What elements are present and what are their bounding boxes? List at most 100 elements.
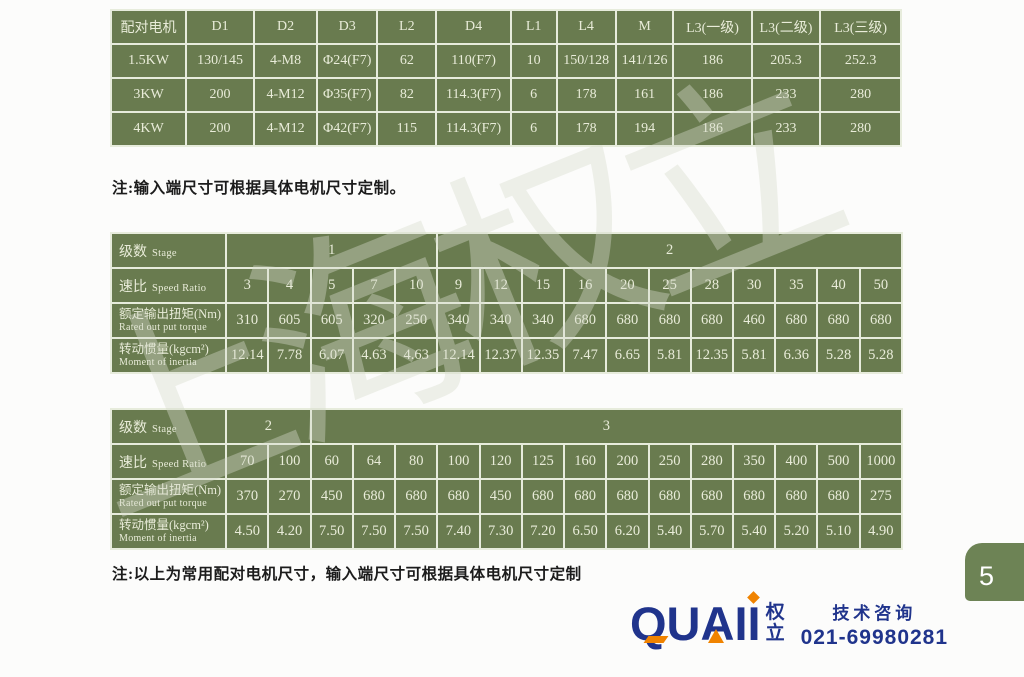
table-cell: 7.30 [478,513,523,550]
table-cell: 100 [267,443,312,480]
table-cell: 252.3 [819,43,902,79]
table-cell: 4 [267,267,312,304]
table-cell: 186 [672,111,753,147]
table-row: 转动惯量(kgcm²) Moment of inertia 12.14 7.78 6.0… [109,337,904,374]
table-cell: 4KW [109,111,188,147]
table-cell: 350 [731,443,777,480]
table-cell: 250 [394,302,439,339]
table-cell: 7 [351,267,397,304]
table-cell: 370 [225,478,270,515]
page-number: 5 [978,560,995,591]
table-cell: 680 [436,478,481,515]
table-cell: 6.50 [563,513,608,550]
table-cell: 30 [731,267,777,304]
table-cell: 680 [816,302,861,339]
table-cell: 178 [555,77,617,113]
table-cell: 680 [563,478,608,515]
table-cell: 5.28 [816,337,861,374]
table-cell: L2 [376,9,438,45]
table-cell: 680 [520,478,566,515]
table-cell: 160 [563,443,608,480]
table-cell: 125 [520,443,566,480]
table-cell: 186 [672,43,753,79]
table-cell: 194 [614,111,675,147]
table-cell: 680 [647,302,692,339]
table-cell: 62 [376,43,438,79]
table-cell: D1 [185,9,255,45]
table-cell: D2 [252,9,319,45]
table-cell: 12.14 [225,337,270,374]
table-cell: 680 [774,302,819,339]
table-cell: 6.65 [605,337,650,374]
table-cell: 10 [509,43,558,79]
table-cell: 6 [509,111,558,147]
table-cell: 340 [520,302,566,339]
table-row: 级数 Stage 2 3 [109,408,904,445]
table-cell: 1 [225,232,439,269]
table-cell: 4.20 [267,513,312,550]
table-cell: 340 [436,302,481,339]
company-logo: QUAII 权 立 技术咨询 021-69980281 [630,591,949,656]
table-cell: 340 [478,302,523,339]
table-cell: 5.70 [689,513,734,550]
table-cell: 4.63 [351,337,397,374]
contact-phone: 021-69980281 [800,625,949,649]
table-cell: 200 [185,77,255,113]
logo-brand-chinese: 权 立 [765,602,785,644]
speed-ratio-table-stage-1-2: 级数 Stage 1 2 速比 Speed Ratio 3 4 5 7 10 9 12 15 16 20 25 2… [109,232,904,374]
table-cell: 28 [689,267,734,304]
table-cell: 12.14 [436,337,481,374]
table-cell: 5.40 [647,513,692,550]
table-cell: 60 [309,443,354,480]
table-cell: 680 [394,478,439,515]
table-cell: 6.07 [309,337,354,374]
table-cell: 6.36 [774,337,819,374]
table-cell: 2 [225,408,312,445]
table-cell: 5 [309,267,354,304]
table-cell: 5.10 [816,513,861,550]
table-cell: 1.5KW [109,43,188,79]
table-cell: 233 [750,77,822,113]
table-cell: 270 [267,478,312,515]
table-cell: 680 [689,478,734,515]
row-label-cell: 转动惯量(kgcm²) Moment of inertia [109,513,228,550]
table-cell: 114.3(F7) [435,77,512,113]
table-cell: 25 [647,267,692,304]
table-cell: 186 [672,77,753,113]
table-cell: 250 [647,443,692,480]
table-cell: 5.81 [731,337,777,374]
table-cell: 5.28 [858,337,904,374]
table-cell: 4.63 [394,337,439,374]
table-cell: 115 [376,111,438,147]
table-row: 3KW 200 4-M12 Φ35(F7) 82 114.3(F7) 6 178 161 186 2… [109,77,902,113]
table-cell: Φ42(F7) [316,111,379,147]
table-row: 额定输出扭矩(Nm) Rated out put torque 370 270 450 6… [109,478,904,515]
table-cell: L3(三级) [819,9,902,45]
table-cell: 150/128 [555,43,617,79]
table-row: 额定输出扭矩(Nm) Rated out put torque 310 605 605 3… [109,302,904,339]
page-number-badge: 5 [965,543,1024,601]
motor-dimension-table: 配对电机 D1 D2 D3 L2 D4 L1 L4 M L3(一级) L3(二级) L3(三级) 1.5… [109,9,902,147]
table-cell: 275 [858,478,904,515]
table-cell: 680 [605,478,650,515]
table-cell: 100 [436,443,481,480]
row-label-cell: 速比 Speed Ratio [109,267,228,304]
table-cell: 178 [555,111,617,147]
row-label-cell: 额定输出扭矩(Nm) Rated out put torque [109,478,228,515]
table-cell: 680 [351,478,397,515]
table-cell: 280 [819,111,902,147]
table-cell: 400 [774,443,819,480]
table-cell: 16 [563,267,608,304]
table-cell: 4.90 [858,513,904,550]
table-cell: 3KW [109,77,188,113]
table-cell: 200 [605,443,650,480]
table-cell: 110(F7) [435,43,512,79]
table-row: 转动惯量(kgcm²) Moment of inertia 4.50 4.20 7.50… [109,513,904,550]
table-cell: 141/126 [614,43,675,79]
table-cell: 5.20 [774,513,819,550]
table-cell: 680 [731,478,777,515]
table-cell: 114.3(F7) [435,111,512,147]
table-row: 1.5KW 130/145 4-M8 Φ24(F7) 62 110(F7) 10 150/12… [109,43,902,79]
table-cell: 80 [394,443,439,480]
table-cell: 605 [309,302,354,339]
